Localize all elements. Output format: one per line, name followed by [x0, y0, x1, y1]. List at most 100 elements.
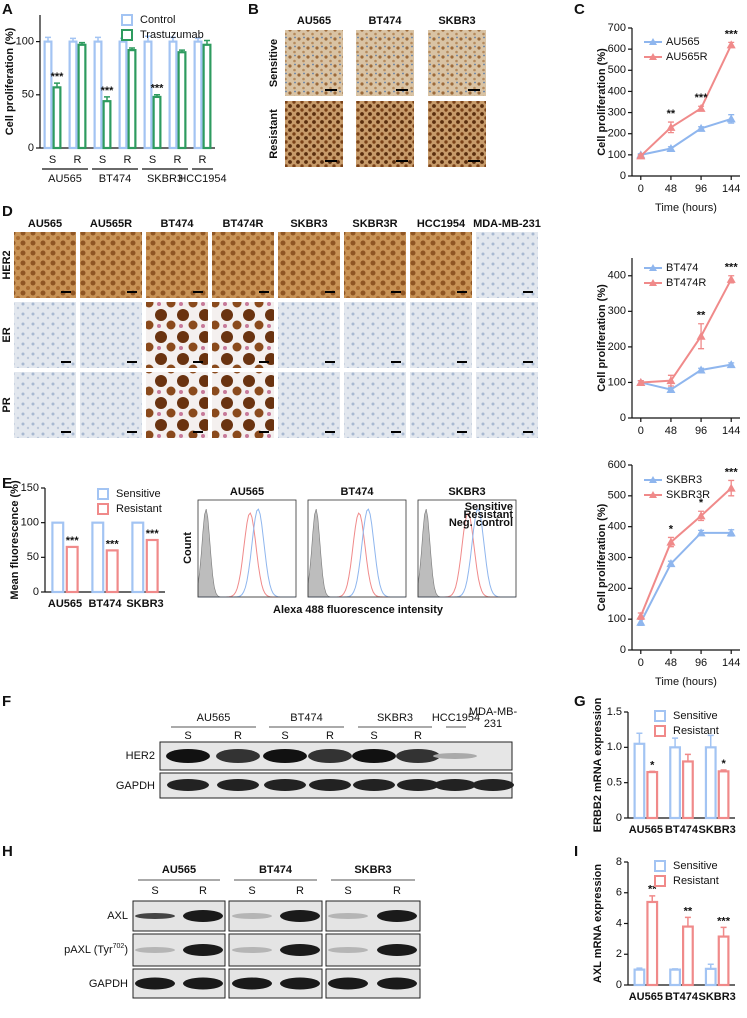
- flow-legend: Resistant: [463, 509, 513, 521]
- bar: [717, 935, 730, 987]
- micrograph: [146, 232, 208, 298]
- x-tick-label: 96: [695, 183, 707, 195]
- x-tick-label: SKBR3: [699, 824, 736, 836]
- group-label: AU565: [197, 712, 231, 724]
- bar: [646, 900, 659, 987]
- data-point: [696, 123, 706, 132]
- y-tick-label: 1.5: [607, 706, 622, 718]
- bar: [704, 746, 717, 820]
- y-tick-label: 600: [608, 43, 626, 55]
- bar: [669, 746, 681, 820]
- group-label: AU565: [48, 173, 82, 185]
- legend-label: Control: [140, 14, 175, 26]
- band: [183, 944, 223, 956]
- x-tick-label: AU565: [629, 991, 663, 1003]
- row-label: Sensitive: [268, 39, 280, 87]
- bar: [131, 521, 145, 594]
- micrograph: [476, 232, 538, 298]
- significance: ***: [695, 92, 709, 104]
- legend-marker: [649, 53, 657, 60]
- bar: [202, 43, 212, 150]
- micrograph: [146, 302, 208, 368]
- band: [377, 944, 417, 956]
- y-tick-label: 200: [608, 128, 626, 140]
- micrograph: [80, 302, 142, 368]
- y-tick-label: 700: [608, 22, 626, 34]
- band: [183, 977, 223, 990]
- flow-y-label: Count: [182, 532, 194, 564]
- data-point: [696, 331, 706, 340]
- legend-swatch: [654, 875, 666, 887]
- data-point: [666, 559, 676, 568]
- significance: ***: [725, 262, 739, 274]
- band: [183, 910, 223, 922]
- series-line: [640, 44, 733, 157]
- bar: [143, 40, 153, 150]
- legend-label: Resistant: [116, 503, 162, 515]
- bar: [646, 770, 659, 820]
- micrograph: [476, 372, 538, 438]
- significance: *: [669, 523, 674, 535]
- data-point: [696, 365, 706, 374]
- micrograph: [356, 30, 414, 96]
- panel-letter: A: [2, 1, 13, 18]
- lane-label: R: [326, 730, 334, 742]
- error-bar: [649, 895, 656, 902]
- y-axis-label: ERBB2 mRNA expression: [592, 697, 604, 832]
- error-bar: [54, 82, 60, 88]
- bar: [152, 95, 162, 150]
- y-tick-label: 0: [33, 586, 39, 598]
- legend-marker: [649, 491, 657, 498]
- y-tick-label: 400: [608, 270, 626, 282]
- panel-letter: E: [2, 475, 12, 492]
- y-tick-label: 100: [608, 376, 626, 388]
- micrograph: [410, 232, 472, 298]
- band: [352, 749, 396, 763]
- y-axis-label: AXL mRNA expression: [592, 864, 604, 983]
- bar: [65, 545, 79, 594]
- data-point: [636, 617, 646, 626]
- legend-marker: [649, 38, 657, 45]
- micrograph: [146, 372, 208, 438]
- row-label: HER2: [126, 750, 155, 762]
- lane-label: S: [344, 885, 351, 897]
- band: [263, 749, 307, 763]
- legend-swatch: [654, 725, 666, 737]
- error-bar: [720, 926, 727, 937]
- flow-frame: [417, 499, 517, 598]
- bar: [633, 742, 646, 820]
- bar: [102, 100, 112, 150]
- micrograph: [278, 372, 340, 438]
- micrograph: [212, 372, 274, 438]
- band: [396, 749, 440, 763]
- panel-letter: H: [2, 843, 13, 860]
- data-point: [666, 376, 676, 385]
- band: [135, 947, 175, 953]
- group-label: BT474: [290, 712, 322, 724]
- bar: [717, 770, 730, 820]
- y-tick-label: 6: [616, 887, 622, 899]
- significance: **: [648, 884, 657, 896]
- legend-swatch: [654, 710, 666, 722]
- series-line: [639, 531, 732, 623]
- x-tick-label: 0: [638, 657, 644, 669]
- x-tick-label: 48: [665, 657, 677, 669]
- significance: *: [721, 758, 726, 770]
- significance: **: [697, 310, 706, 322]
- band: [434, 779, 476, 791]
- y-tick-label: 0: [616, 979, 622, 991]
- flow-frame: [307, 499, 407, 598]
- y-tick-label: 1.0: [607, 741, 622, 753]
- micrograph: [212, 302, 274, 368]
- micrograph: [344, 302, 406, 368]
- bar: [43, 40, 53, 150]
- band: [216, 749, 260, 763]
- error-bar: [129, 47, 135, 51]
- bar: [177, 51, 187, 150]
- bar: [51, 521, 65, 594]
- y-tick-label: 500: [608, 64, 626, 76]
- group-label: SKBR3: [377, 712, 413, 724]
- legend-label: AU565R: [666, 51, 708, 63]
- x-tick-label: S: [149, 154, 156, 166]
- column-label: AU565R: [90, 218, 132, 230]
